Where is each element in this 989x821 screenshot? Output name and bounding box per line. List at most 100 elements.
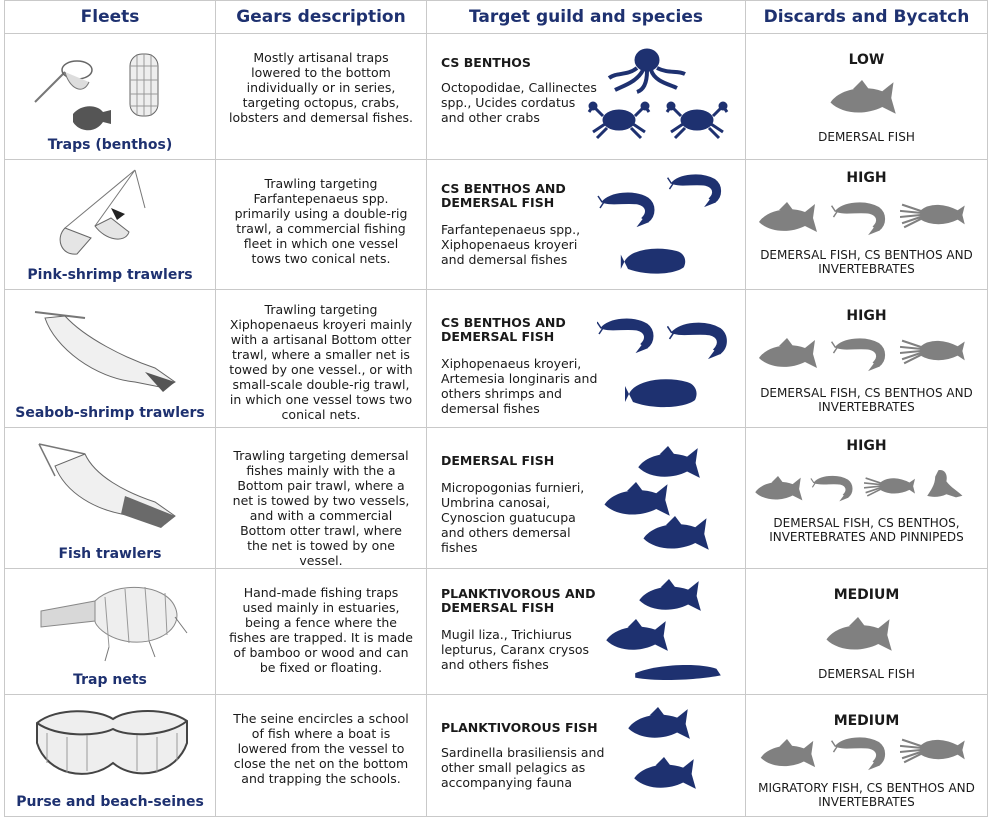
table-row: Traps (benthos) Mostly artisanal traps l…	[4, 33, 988, 160]
squid-icon	[900, 738, 965, 764]
table-row: Pink-shrimp trawlers Trawling targeting …	[4, 159, 988, 290]
fleet-name: Traps (benthos)	[47, 137, 173, 153]
fleet-cell: Fish trawlers	[4, 427, 216, 569]
header-fleets: Fleets	[4, 0, 216, 34]
fleet-cell: Traps (benthos)	[4, 33, 216, 160]
fleet-cell: Pink-shrimp trawlers	[4, 159, 216, 290]
pair-trawl-illustration	[38, 443, 176, 528]
target-cell: DEMERSAL FISH Micropogonias furnieri, Um…	[426, 427, 746, 569]
discards-text: DEMERSAL FISH, CS BENTHOS AND INVERTEBRA…	[760, 248, 973, 276]
target-cell: PLANKTIVOROUS FISH Sardinella brasiliens…	[426, 694, 746, 817]
bycatch-level: MEDIUM	[833, 587, 900, 603]
shrimp-icon	[830, 202, 886, 235]
purse-seine-illustration	[36, 710, 188, 775]
gear-description: Trawling targeting Farfantepenaeus spp. …	[234, 176, 408, 266]
fish-icon	[606, 619, 668, 651]
discards-cell: LOW DEMERSAL FISH	[745, 33, 988, 160]
gear-cell: Trawling targeting Farfantepenaeus spp. …	[215, 159, 427, 290]
fleet-table: Fleets Gears description Target guild an…	[4, 0, 988, 817]
discards-text: DEMERSAL FISH, CS BENTHOS, INVERTEBRATES…	[769, 516, 964, 544]
fish-icon	[759, 202, 817, 232]
table-row: Trap nets Hand-made fishing traps used m…	[4, 568, 988, 695]
eel-icon	[635, 664, 721, 680]
shrimp-icon	[830, 338, 886, 371]
gear-cell: Trawling targeting demersal fishes mainl…	[215, 427, 427, 569]
otter-trawl-illustration	[34, 311, 176, 392]
guild-title: PLANKTIVOROUS AND DEMERSAL FISH	[441, 586, 596, 615]
fish-icon	[760, 739, 816, 768]
shrimp-icon	[667, 174, 722, 207]
trap-gear-illustration	[34, 53, 159, 131]
shrimp-icon	[597, 318, 654, 353]
shrimp-icon	[810, 475, 853, 502]
discards-text: DEMERSAL FISH	[818, 130, 915, 144]
fish-icon	[755, 476, 803, 501]
discards-cell: HIGH DEMERSAL FISH, CS BENTHOS AND INVER…	[745, 289, 988, 428]
squid-icon	[864, 477, 916, 497]
bycatch-level: MEDIUM	[833, 713, 900, 729]
gear-description: The seine encircles a school of fish whe…	[233, 711, 409, 786]
fish-icon	[826, 617, 892, 651]
double-rig-trawl-illustration	[59, 169, 146, 255]
gear-description: Mostly artisanal traps lowered to the bo…	[228, 50, 413, 125]
fish-icon	[604, 482, 670, 516]
target-cell: CS BENTHOS AND DEMERSAL FISH Xiphopenaeu…	[426, 289, 746, 428]
gear-description: Trawling targeting demersal fishes mainl…	[232, 448, 410, 568]
bycatch-level: HIGH	[846, 308, 887, 324]
species-list: Mugil liza., Trichiurus lepturus, Caranx…	[441, 627, 590, 672]
table-row: Purse and beach-seines The seine encircl…	[4, 694, 988, 817]
shrimp-icon	[597, 192, 655, 227]
bycatch-level: HIGH	[846, 438, 887, 454]
fleet-name: Fish trawlers	[58, 546, 162, 562]
fleet-cell: Purse and beach-seines	[4, 694, 216, 817]
discards-cell: MEDIUM DEMERSAL FISH	[745, 568, 988, 695]
gear-description: Hand-made fishing traps used mainly in e…	[229, 585, 413, 675]
discards-text: DEMERSAL FISH	[818, 667, 915, 681]
fish-icon	[638, 446, 700, 478]
header-discards: Discards and Bycatch	[745, 0, 988, 34]
species-list: Xiphopenaeus kroyeri, Artemesia longinar…	[441, 356, 598, 416]
fleet-cell: Trap nets	[4, 568, 216, 695]
flatfish-icon	[625, 379, 697, 408]
fish-icon	[628, 707, 690, 739]
discards-cell: MEDIUM MIGRATORY FISH, CS BENTHOS AND IN…	[745, 694, 988, 817]
squid-icon	[900, 203, 965, 229]
shrimp-icon	[830, 737, 886, 770]
fish-icon	[643, 516, 709, 550]
bycatch-level: LOW	[848, 52, 885, 68]
crab-icon	[587, 100, 651, 140]
discards-cell: HIGH DEMERSAL FISH, CS BENTHOS AND INVER…	[745, 159, 988, 290]
fleet-name: Pink-shrimp trawlers	[27, 267, 193, 283]
discards-cell: HIGH DEMERSAL FISH, CS BENTHOS, INVERTEB…	[745, 427, 988, 569]
header-target: Target guild and species	[426, 0, 746, 34]
gear-cell: Hand-made fishing traps used mainly in e…	[215, 568, 427, 695]
table-row: Fish trawlers Trawling targeting demersa…	[4, 427, 988, 569]
fleet-name: Seabob-shrimp trawlers	[15, 405, 205, 421]
crab-icon	[665, 100, 729, 140]
guild-title: CS BENTHOS	[441, 55, 531, 70]
table-row: Seabob-shrimp trawlers Trawling targetin…	[4, 289, 988, 428]
target-cell: CS BENTHOS Octopodidae, Callinectes spp.…	[426, 33, 746, 160]
fish-icon	[634, 757, 696, 789]
fish-icon	[639, 579, 701, 611]
gear-cell: Mostly artisanal traps lowered to the bo…	[215, 33, 427, 160]
species-list: Sardinella brasiliensis and other small …	[441, 745, 605, 790]
squid-icon	[900, 339, 965, 365]
guild-title: DEMERSAL FISH	[441, 453, 555, 468]
guild-title: PLANKTIVOROUS FISH	[441, 720, 598, 735]
fish-icon	[759, 338, 817, 368]
fleet-cell: Seabob-shrimp trawlers	[4, 289, 216, 428]
discards-text: MIGRATORY FISH, CS BENTHOS AND INVERTEBR…	[758, 781, 975, 809]
shrimp-icon	[667, 322, 728, 359]
species-list: Micropogonias furnieri, Umbrina canosai,…	[441, 480, 585, 555]
species-list: Octopodidae, Callinectes spp., Ucides co…	[441, 80, 597, 125]
bycatch-level: HIGH	[846, 170, 887, 186]
trap-net-illustration	[40, 586, 188, 662]
flatfish-icon	[620, 248, 686, 274]
header-gears: Gears description	[215, 0, 427, 34]
gear-description: Trawling targeting Xiphopenaeus kroyeri …	[229, 302, 413, 422]
sea-lion-icon	[927, 469, 963, 498]
fleet-name: Purse and beach-seines	[16, 794, 204, 810]
fleet-name: Trap nets	[73, 672, 147, 688]
target-cell: CS BENTHOS AND DEMERSAL FISH Farfantepen…	[426, 159, 746, 290]
